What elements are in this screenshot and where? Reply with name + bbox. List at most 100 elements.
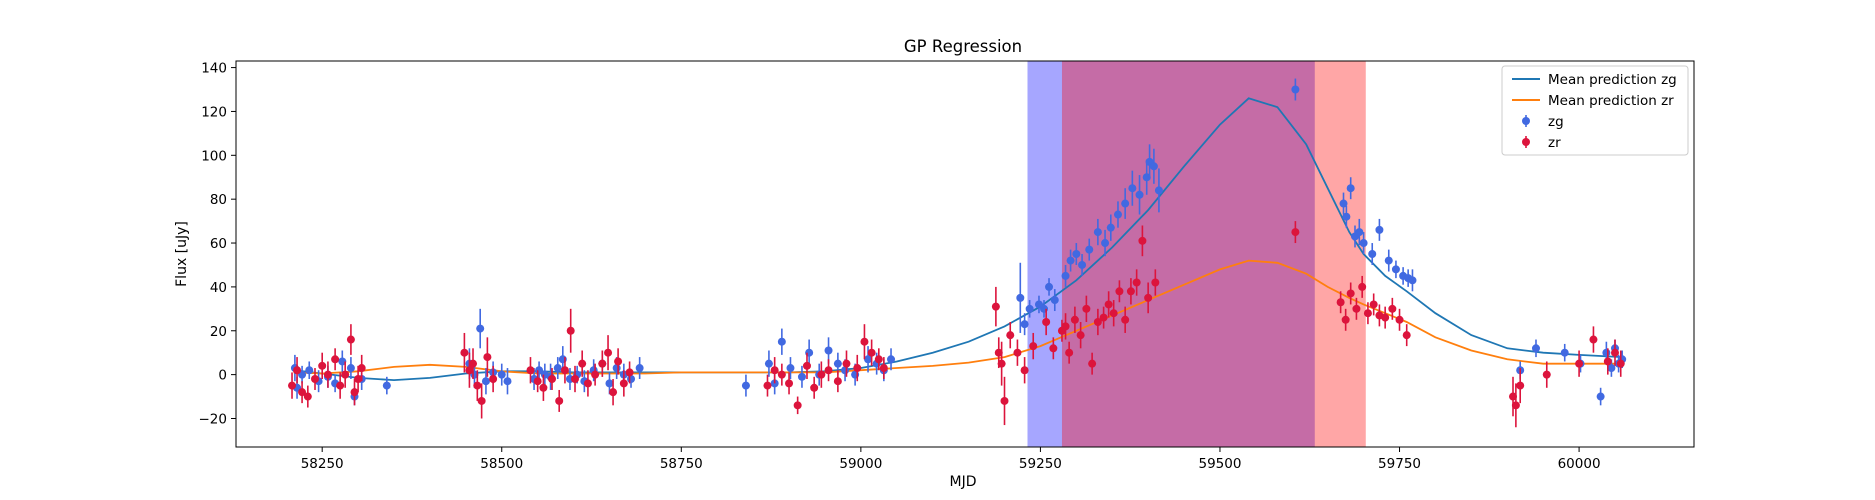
- data-point: [997, 359, 1006, 368]
- data-point: [841, 366, 850, 375]
- data-point: [1388, 304, 1397, 313]
- data-point: [860, 337, 869, 346]
- y-tick-label: 100: [201, 148, 227, 164]
- data-point: [1065, 348, 1074, 357]
- x-tick-label: 60000: [1558, 456, 1601, 472]
- data-point: [1082, 304, 1091, 313]
- data-point: [1589, 335, 1598, 344]
- data-point: [483, 353, 492, 362]
- data-point: [305, 366, 314, 375]
- data-point: [842, 359, 851, 368]
- data-point: [1607, 364, 1616, 373]
- data-point: [627, 375, 636, 384]
- data-point: [503, 377, 512, 386]
- data-point: [465, 366, 474, 375]
- data-point: [1029, 342, 1038, 351]
- x-tick-label: 59750: [1378, 456, 1421, 472]
- data-point: [1149, 162, 1158, 171]
- data-point: [1391, 265, 1400, 274]
- series-zg: [290, 78, 1627, 406]
- mean-prediction-line-1: [293, 97, 1623, 382]
- y-tick-label: 0: [218, 368, 227, 384]
- legend-swatch-point: [1522, 117, 1530, 125]
- data-point: [1088, 359, 1097, 368]
- data-point: [1610, 348, 1619, 357]
- data-point: [853, 364, 862, 373]
- data-point: [1101, 239, 1110, 248]
- legend-label: zg: [1548, 114, 1564, 130]
- data-point: [797, 372, 806, 381]
- y-tick-label: 20: [210, 324, 227, 340]
- data-point: [1395, 315, 1404, 324]
- plot-area: 58250 58500 58750 59000 59250 59500 59750 60000…: [199, 60, 1695, 472]
- y-tick-label: 80: [210, 192, 227, 208]
- data-point: [1408, 276, 1417, 285]
- y-tick-label: 60: [210, 236, 227, 252]
- data-point: [1078, 260, 1087, 269]
- data-point: [357, 364, 366, 373]
- y-tick-label: 40: [210, 280, 227, 296]
- data-point: [777, 337, 786, 346]
- data-point: [533, 377, 542, 386]
- data-point: [764, 359, 773, 368]
- data-point: [619, 379, 628, 388]
- data-point: [1375, 225, 1384, 234]
- plot-frame: [235, 60, 1695, 448]
- data-point: [824, 346, 833, 355]
- data-point: [1542, 370, 1551, 379]
- data-point: [555, 396, 564, 405]
- data-point: [1516, 381, 1525, 390]
- data-point: [288, 381, 297, 390]
- legend-box: [1501, 65, 1689, 156]
- data-point: [346, 364, 355, 373]
- data-point: [476, 324, 485, 333]
- data-point: [824, 366, 833, 375]
- data-point: [1135, 190, 1144, 199]
- legend: Mean prediction zg Mean prediction zr zg zr: [1501, 65, 1689, 156]
- data-point: [1381, 313, 1390, 322]
- data-point: [350, 388, 359, 397]
- data-point: [810, 383, 819, 392]
- y-tick-label: 140: [201, 61, 227, 77]
- data-point: [802, 361, 811, 370]
- data-point: [1602, 348, 1611, 357]
- data-point: [1076, 331, 1085, 340]
- data-point: [1099, 313, 1108, 322]
- data-point: [1115, 287, 1124, 296]
- data-point: [1020, 366, 1029, 375]
- data-point: [1093, 317, 1102, 326]
- data-point: [1121, 315, 1130, 324]
- data-point: [874, 355, 883, 364]
- data-point: [293, 366, 302, 375]
- data-point: [1138, 236, 1147, 245]
- data-point: [1049, 344, 1058, 353]
- data-point: [323, 370, 332, 379]
- x-tick-label: 58500: [480, 456, 523, 472]
- data-point: [578, 359, 587, 368]
- data-point: [460, 348, 469, 357]
- x-axis-label: MJD: [950, 474, 977, 490]
- plot-content: [288, 61, 1627, 447]
- legend-swatch-point: [1522, 138, 1530, 146]
- data-point: [526, 366, 535, 375]
- data-point: [635, 364, 644, 373]
- data-point: [1061, 322, 1070, 331]
- data-point: [1126, 287, 1135, 296]
- data-point: [1045, 282, 1054, 291]
- data-point: [1106, 223, 1115, 232]
- data-point: [1355, 228, 1364, 237]
- data-point: [1113, 210, 1122, 219]
- shaded-region-2: [1061, 61, 1366, 447]
- data-point: [614, 357, 623, 366]
- data-point: [1020, 320, 1029, 329]
- data-point: [303, 392, 312, 401]
- data-point: [1066, 256, 1075, 265]
- data-point: [1511, 401, 1520, 410]
- data-point: [1358, 282, 1367, 291]
- data-point: [612, 364, 621, 373]
- data-point: [1042, 317, 1051, 326]
- data-point: [817, 370, 826, 379]
- data-point: [1016, 293, 1025, 302]
- data-point: [1342, 212, 1351, 221]
- data-point: [1363, 309, 1372, 318]
